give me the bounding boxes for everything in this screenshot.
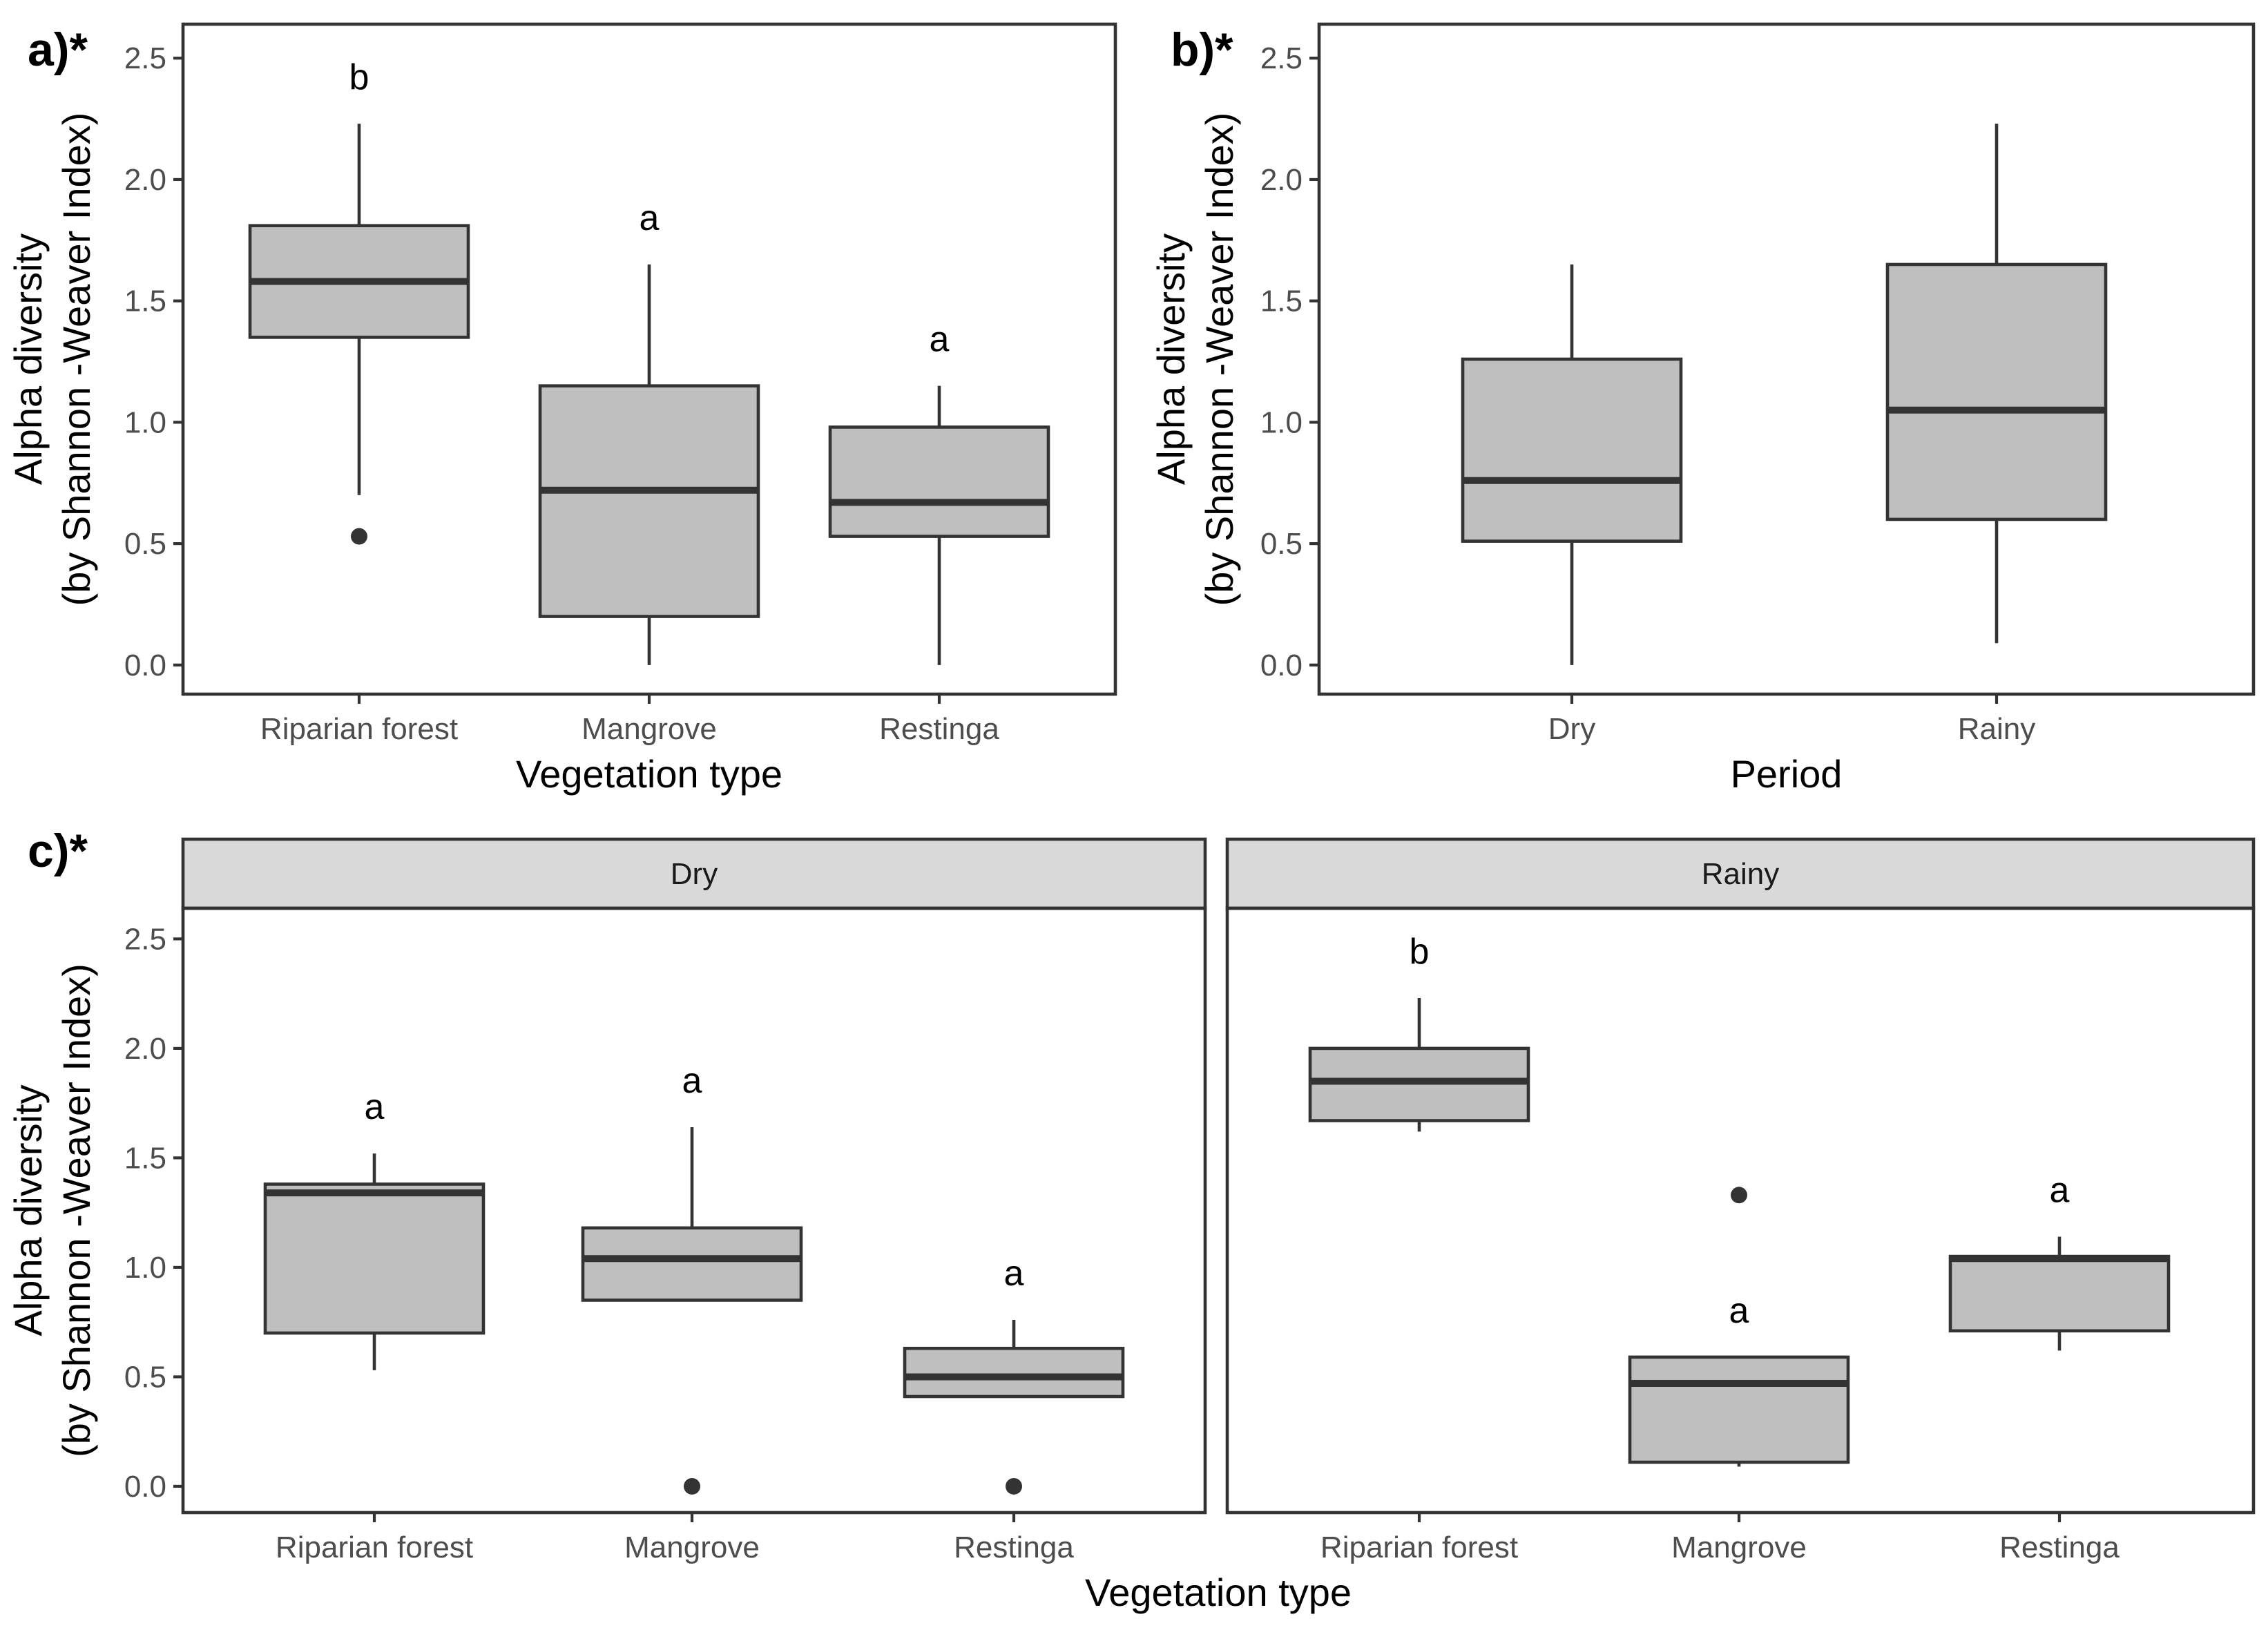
panel-a-ytick-label: 2.0 [124, 163, 166, 197]
panel-c-facet-rainy-strip [1225, 837, 2256, 910]
panel-c-facet-dry-boxplot: a [581, 1061, 803, 1495]
iqr-box [1885, 262, 2108, 521]
panel-b-xtick-label: Dry [1548, 712, 1595, 746]
panel-a-ylabel-line: (by Shannon -Weaver Index) [55, 113, 98, 606]
panel-c-facet-dry-strip-label: Dry [671, 857, 718, 891]
panel-c-ytick-label: 0.0 [124, 1470, 166, 1504]
panel-a-label: a)* [28, 23, 88, 76]
panel-c-facet-dry-xtick-label: Restinga [954, 1531, 1074, 1564]
panel-c-facet-dry-boxplot: a [263, 1087, 486, 1370]
outlier-point [1731, 1187, 1747, 1204]
panel-b-ylabel-line: Alpha diversity [1149, 233, 1193, 485]
significance-letter: a [1729, 1291, 1749, 1331]
panel-b-frame [1317, 22, 2256, 696]
panel-a-ytick-label: 1.0 [124, 405, 166, 439]
iqr-box [828, 425, 1050, 538]
iqr-box [903, 1346, 1125, 1399]
panel-b-ytick-label: 0.0 [1260, 649, 1303, 682]
significance-letter: a [2050, 1171, 2070, 1211]
panel-a-xtick-label: Restinga [879, 712, 999, 746]
panel-a-boxplot: b [248, 57, 470, 545]
panel-b-ytick-label: 1.0 [1260, 405, 1303, 439]
outlier-point [351, 528, 367, 545]
panel-b-boxplot [1461, 264, 1683, 665]
iqr-box [1628, 1355, 1850, 1464]
panel-a-ytick-label: 1.5 [124, 285, 166, 318]
panel-c-facet-rainy-boxplot: b [1308, 932, 1530, 1132]
panel-c-xlabel: Vegetation type [1085, 1571, 1352, 1614]
panel-a-ytick-label: 0.0 [124, 649, 166, 682]
significance-letter: a [930, 320, 950, 360]
panel-c-facet-rainy-boxplot: a [1948, 1171, 2171, 1351]
panel-c-facet-dry-xtick-label: Riparian forest [276, 1531, 473, 1564]
panel-c-ylabel-line: Alpha diversity [6, 1084, 50, 1336]
significance-letter: a [1004, 1254, 1024, 1294]
panel-c-facet-rainy-xtick-label: Riparian forest [1320, 1531, 1518, 1564]
panel-c-facet-dry-frame [181, 906, 1207, 1515]
panel-a-boxplot: a [828, 320, 1050, 665]
panel-b-ytick-label: 2.5 [1260, 41, 1303, 75]
panel-c-facet-dry-boxplot: a [903, 1254, 1125, 1495]
panel-a-xlabel: Vegetation type [516, 752, 782, 796]
panel-c-ytick-label: 2.0 [124, 1032, 166, 1066]
panel-b-xtick-label: Rainy [1958, 712, 2036, 746]
panel-b-xlabel: Period [1731, 752, 1843, 796]
panel-c-facet-rainy-strip-label: Rainy [1702, 857, 1780, 891]
panel-c-ytick-label: 1.5 [124, 1141, 166, 1175]
significance-letter: a [365, 1087, 385, 1127]
iqr-box [1461, 357, 1683, 543]
panel-c-ytick-label: 2.5 [124, 922, 166, 956]
panel-a-xtick-label: Riparian forest [260, 712, 458, 746]
panel-c-facet-dry-strip [181, 837, 1207, 910]
panel-c-facet-dry-xtick-label: Mangrove [624, 1531, 760, 1564]
panel-c-facet-rainy-xtick-label: Mangrove [1671, 1531, 1807, 1564]
iqr-box [538, 384, 760, 618]
significance-letter: a [640, 198, 660, 238]
panel-a-ylabel-line: Alpha diversity [6, 233, 50, 485]
significance-letter: a [682, 1061, 702, 1101]
panel-c-ylabel-line: (by Shannon -Weaver Index) [55, 963, 98, 1457]
panel-b-ytick-label: 1.5 [1260, 285, 1303, 318]
panel-c-label: c)* [28, 825, 88, 877]
panel-c-facet-rainy-xtick-label: Restinga [1999, 1531, 2120, 1564]
panel-b-ylabel-line: (by Shannon -Weaver Index) [1198, 113, 1241, 606]
panel-a-xtick-label: Mangrove [582, 712, 717, 746]
iqr-box [263, 1182, 486, 1335]
panel-b-ytick-label: 0.5 [1260, 527, 1303, 561]
outlier-point [1006, 1477, 1022, 1495]
panel-a-boxplot: a [538, 198, 760, 665]
panel-a-ytick-label: 0.5 [124, 527, 166, 561]
panel-c-facet-rainy-boxplot: a [1628, 1187, 1850, 1467]
panel-b-boxplot [1885, 124, 2108, 644]
panel-c-ytick-label: 0.5 [124, 1360, 166, 1394]
significance-letter: b [349, 57, 369, 97]
significance-letter: b [1410, 932, 1430, 972]
outlier-point [684, 1477, 700, 1495]
panel-a-ytick-label: 2.5 [124, 41, 166, 75]
panel-c-ytick-label: 1.0 [124, 1251, 166, 1285]
panel-b-label: b)* [1171, 23, 1233, 76]
iqr-box [1948, 1254, 2171, 1333]
panel-b-ytick-label: 2.0 [1260, 163, 1303, 197]
iqr-box [581, 1226, 803, 1302]
